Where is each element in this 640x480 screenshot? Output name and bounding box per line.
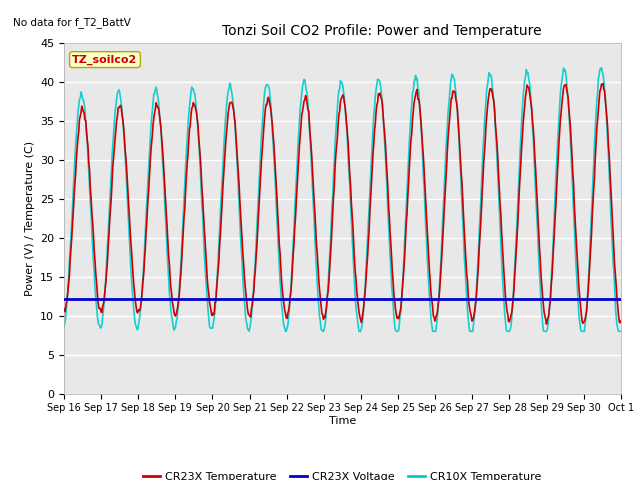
X-axis label: Time: Time	[329, 416, 356, 426]
Title: Tonzi Soil CO2 Profile: Power and Temperature: Tonzi Soil CO2 Profile: Power and Temper…	[221, 24, 541, 38]
Y-axis label: Power (V) / Temperature (C): Power (V) / Temperature (C)	[24, 141, 35, 296]
Legend: CR23X Temperature, CR23X Voltage, CR10X Temperature: CR23X Temperature, CR23X Voltage, CR10X …	[138, 467, 547, 480]
Text: No data for f_T2_BattV: No data for f_T2_BattV	[13, 17, 131, 28]
Text: TZ_soilco2: TZ_soilco2	[72, 54, 138, 65]
